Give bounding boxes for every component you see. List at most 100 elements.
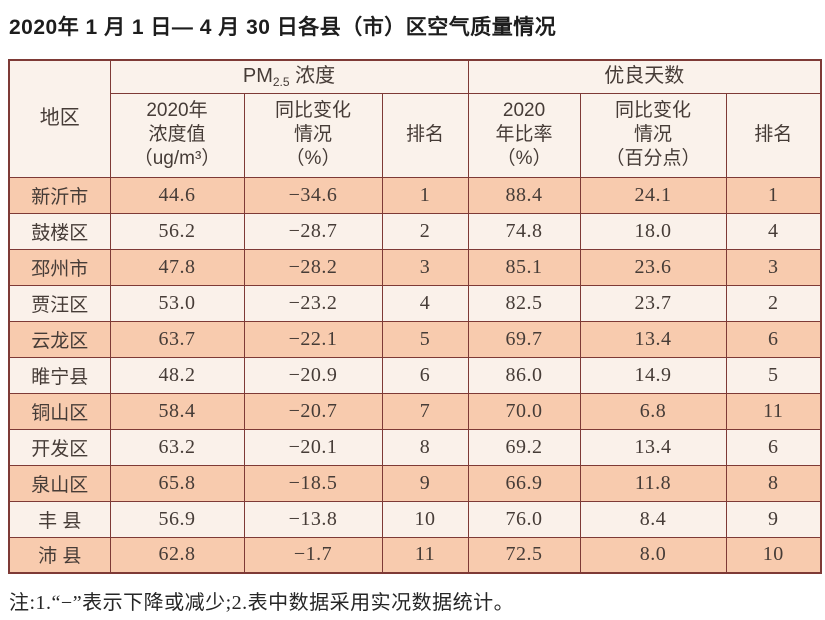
cell-pm-change: −28.2 xyxy=(243,248,383,286)
cell-pm-value: 44.6 xyxy=(109,176,245,214)
cell-region: 新沂市 xyxy=(8,176,111,214)
table-row: 鼓楼区 56.2 −28.7 2 74.8 18.0 4 xyxy=(8,212,822,250)
air-quality-table: 地区 PM2.5 浓度 优良天数 2020年 浓度值 （ug/m³） 同比变化 … xyxy=(8,59,823,574)
cell-ratio: 74.8 xyxy=(467,212,581,250)
cell-pm-rank: 5 xyxy=(381,320,469,358)
cell-ratio-change: 13.4 xyxy=(579,320,727,358)
header-line: 情况 xyxy=(293,123,332,145)
header-pm-change: 同比变化 情况 （%） xyxy=(243,92,383,178)
cell-pm-value: 63.2 xyxy=(109,428,245,466)
cell-pm-change: −28.7 xyxy=(243,212,383,250)
cell-ratio-change: 6.8 xyxy=(579,392,727,430)
cell-pm-rank: 8 xyxy=(381,428,469,466)
cell-pm-rank: 3 xyxy=(381,248,469,286)
header-line: 浓度值 xyxy=(148,123,206,145)
cell-pm-change: −23.2 xyxy=(243,284,383,322)
table-row: 沛 县 62.8 −1.7 11 72.5 8.0 10 xyxy=(8,536,822,574)
cell-pm-rank: 2 xyxy=(381,212,469,250)
cell-pm-value: 58.4 xyxy=(109,392,245,430)
cell-ratio-change: 8.4 xyxy=(579,500,727,538)
cell-pm-rank: 10 xyxy=(381,500,469,538)
table-row: 丰 县 56.9 −13.8 10 76.0 8.4 9 xyxy=(8,500,822,538)
cell-ratio: 69.2 xyxy=(467,428,581,466)
cell-pm-change: −13.8 xyxy=(243,500,383,538)
cell-region: 开发区 xyxy=(8,428,111,466)
header-line: 2020 xyxy=(502,99,546,121)
cell-pm-change: −34.6 xyxy=(243,176,383,214)
cell-pm-value: 56.2 xyxy=(109,212,245,250)
cell-ratio-rank: 5 xyxy=(725,356,822,394)
cell-ratio-rank: 2 xyxy=(725,284,822,322)
cell-ratio-rank: 6 xyxy=(725,428,822,466)
header-line: （百分点） xyxy=(605,148,701,170)
cell-pm-value: 65.8 xyxy=(109,464,245,502)
cell-pm-change: −20.7 xyxy=(243,392,383,430)
cell-region: 贾汪区 xyxy=(8,284,111,322)
table-row: 云龙区 63.7 −22.1 5 69.7 13.4 6 xyxy=(8,320,822,358)
table-body: 新沂市 44.6 −34.6 1 88.4 24.1 1 鼓楼区 56.2 −28.7 2 74.8 1… xyxy=(8,176,822,574)
cell-region: 沛 县 xyxy=(8,536,111,574)
cell-region: 泉山区 xyxy=(8,464,111,502)
cell-ratio-rank: 11 xyxy=(725,392,822,430)
cell-pm-change: −18.5 xyxy=(243,464,383,502)
cell-ratio-rank: 8 xyxy=(725,464,822,502)
cell-ratio-rank: 9 xyxy=(725,500,822,538)
cell-ratio-change: 18.0 xyxy=(579,212,727,250)
table-row: 邳州市 47.8 −28.2 3 85.1 23.6 3 xyxy=(8,248,822,286)
header-pm-value: 2020年 浓度值 （ug/m³） xyxy=(109,92,245,178)
table-header: 地区 PM2.5 浓度 优良天数 2020年 浓度值 （ug/m³） 同比变化 … xyxy=(8,59,822,178)
cell-pm-rank: 7 xyxy=(381,392,469,430)
cell-ratio: 72.5 xyxy=(467,536,581,574)
cell-region: 鼓楼区 xyxy=(8,212,111,250)
cell-ratio-change: 11.8 xyxy=(579,464,727,502)
page-title: 2020年 1 月 1 日— 4 月 30 日各县（市）区空气质量情况 xyxy=(9,16,557,39)
cell-ratio: 85.1 xyxy=(467,248,581,286)
cell-ratio-change: 8.0 xyxy=(579,536,727,574)
cell-pm-rank: 4 xyxy=(381,284,469,322)
cell-ratio-change: 23.7 xyxy=(579,284,727,322)
cell-ratio: 88.4 xyxy=(467,176,581,214)
cell-region: 邳州市 xyxy=(8,248,111,286)
header-line: 同比变化 xyxy=(615,99,692,121)
header-pm-group: PM2.5 浓度 xyxy=(109,59,469,94)
header-ratio-change: 同比变化 情况 （百分点） xyxy=(579,92,727,178)
header-pm-rank: 排名 xyxy=(381,92,469,178)
cell-ratio-change: 24.1 xyxy=(579,176,727,214)
cell-ratio: 69.7 xyxy=(467,320,581,358)
cell-region: 铜山区 xyxy=(8,392,111,430)
cell-ratio-change: 13.4 xyxy=(579,428,727,466)
footnote: 注:1.“−”表示下降或减少;2.表中数据采用实况数据统计。 xyxy=(9,592,515,614)
cell-ratio-rank: 1 xyxy=(725,176,822,214)
cell-pm-value: 48.2 xyxy=(109,356,245,394)
cell-pm-change: −22.1 xyxy=(243,320,383,358)
cell-pm-value: 53.0 xyxy=(109,284,245,322)
header-line: 同比变化 xyxy=(274,99,351,121)
cell-pm-rank: 11 xyxy=(381,536,469,574)
pm-subscript: 2.5 xyxy=(272,74,290,89)
table-row: 泉山区 65.8 −18.5 9 66.9 11.8 8 xyxy=(8,464,822,502)
cell-pm-rank: 1 xyxy=(381,176,469,214)
cell-ratio: 82.5 xyxy=(467,284,581,322)
cell-region: 云龙区 xyxy=(8,320,111,358)
cell-pm-value: 47.8 xyxy=(109,248,245,286)
header-group-row: 地区 PM2.5 浓度 优良天数 xyxy=(8,59,822,178)
table-row: 睢宁县 48.2 −20.9 6 86.0 14.9 5 xyxy=(8,356,822,394)
cell-pm-change: −20.9 xyxy=(243,356,383,394)
cell-pm-change: −1.7 xyxy=(243,536,383,574)
table-row: 贾汪区 53.0 −23.2 4 82.5 23.7 2 xyxy=(8,284,822,322)
cell-ratio: 86.0 xyxy=(467,356,581,394)
header-line: 年比率 xyxy=(495,123,553,145)
header-ratio-rank: 排名 xyxy=(725,92,822,178)
cell-ratio: 76.0 xyxy=(467,500,581,538)
header-region: 地区 xyxy=(8,59,111,178)
cell-ratio-rank: 3 xyxy=(725,248,822,286)
header-line: 情况 xyxy=(634,123,673,145)
cell-pm-value: 62.8 xyxy=(109,536,245,574)
header-line: （%） xyxy=(496,148,552,170)
header-line: （ug/m³） xyxy=(133,148,221,170)
cell-pm-rank: 6 xyxy=(381,356,469,394)
cell-pm-value: 63.7 xyxy=(109,320,245,358)
header-line: （%） xyxy=(285,148,341,170)
table-row: 新沂市 44.6 −34.6 1 88.4 24.1 1 xyxy=(8,176,822,214)
